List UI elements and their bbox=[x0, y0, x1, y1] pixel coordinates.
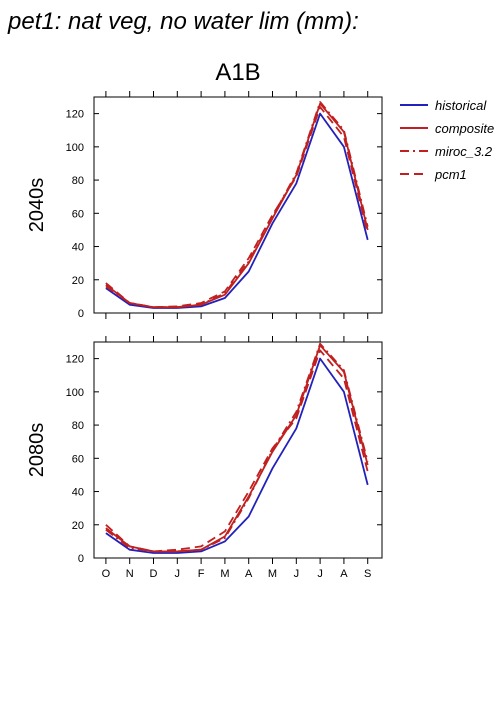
series-line-miroc-3-2 bbox=[105, 342, 369, 553]
y-tick-label: 100 bbox=[66, 142, 84, 154]
chart-panel-2: 0 20 40 60 80 100 120 O N D J F M A M J J A S 2080s bbox=[26, 336, 383, 580]
series-line-miroc-3-2 bbox=[105, 101, 369, 309]
row-label: 2040s bbox=[26, 178, 48, 233]
y-tick-label: 20 bbox=[72, 520, 84, 532]
x-tick-label: A bbox=[245, 568, 253, 580]
x-tick-label: J bbox=[175, 568, 181, 580]
y-tick-label: 0 bbox=[78, 308, 84, 320]
series-line-historical bbox=[105, 357, 369, 554]
panel-title: A1B bbox=[215, 59, 260, 86]
y-tick-label: 80 bbox=[72, 420, 84, 432]
y-tick-label: 100 bbox=[66, 387, 84, 399]
legend-label: composite bbox=[435, 121, 494, 136]
x-tick-label: A bbox=[340, 568, 348, 580]
series-line-historical bbox=[105, 112, 369, 309]
x-tick-label: S bbox=[364, 568, 371, 580]
row-label: 2080s bbox=[26, 423, 48, 478]
figure-title: pet1: nat veg, no water lim (mm): bbox=[8, 8, 359, 35]
plot-frame bbox=[93, 341, 383, 559]
y-tick-label: 60 bbox=[72, 208, 84, 220]
series-line-composite bbox=[105, 102, 369, 309]
y-tick-label: 120 bbox=[66, 354, 84, 366]
y-tick-label: 0 bbox=[78, 553, 84, 565]
y-tick-label: 60 bbox=[72, 453, 84, 465]
x-tick-label: J bbox=[317, 568, 323, 580]
chart-panel-1: 0 20 40 60 80 100 120 A1B 2040s bbox=[26, 59, 383, 320]
series-line-pcm1 bbox=[105, 349, 369, 553]
plot-frame bbox=[93, 96, 383, 314]
x-tick-label: F bbox=[198, 568, 205, 580]
legend-label: historical bbox=[435, 98, 487, 113]
y-tick-label: 80 bbox=[72, 175, 84, 187]
x-tick-label: D bbox=[150, 568, 158, 580]
y-tick-label: 120 bbox=[66, 109, 84, 121]
legend-label: miroc_3.2 bbox=[435, 144, 493, 159]
x-tick-label: O bbox=[102, 568, 111, 580]
x-tick-label: J bbox=[294, 568, 300, 580]
y-tick-label: 40 bbox=[72, 242, 84, 254]
series-line-composite bbox=[105, 344, 369, 553]
legend-label: pcm1 bbox=[434, 167, 467, 182]
legend: historical composite miroc_3.2 pcm1 bbox=[400, 98, 494, 182]
y-tick-label: 20 bbox=[72, 275, 84, 287]
x-tick-label: M bbox=[220, 568, 229, 580]
x-tick-label: N bbox=[126, 568, 134, 580]
series-line-pcm1 bbox=[105, 106, 369, 309]
y-tick-label: 40 bbox=[72, 487, 84, 499]
x-tick-label: M bbox=[268, 568, 277, 580]
